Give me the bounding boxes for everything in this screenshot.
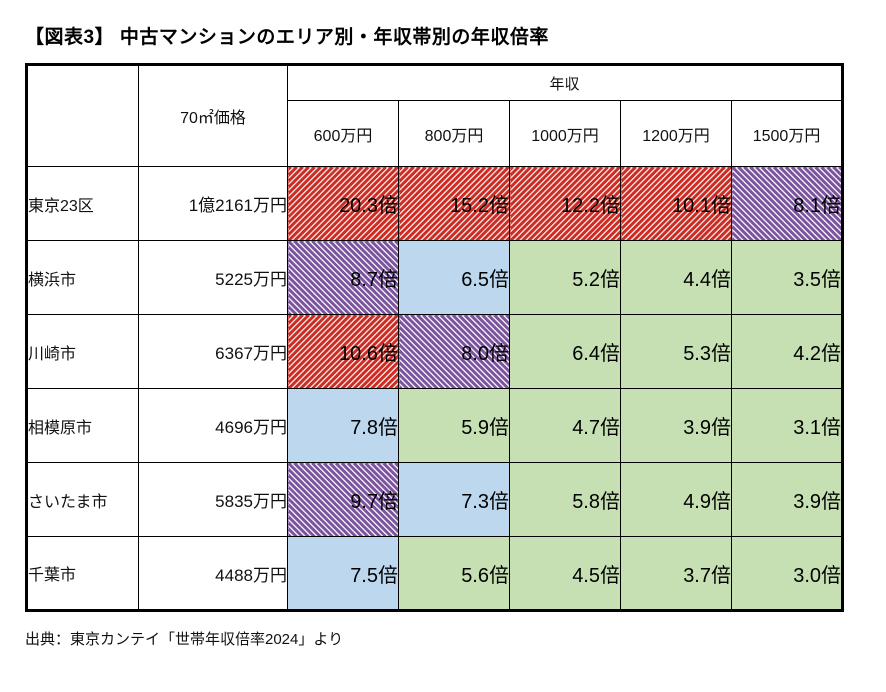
area-label: 東京23区	[26, 166, 139, 241]
ratio-cell: 8.1倍	[730, 166, 844, 241]
income-column-header: 600万円	[287, 100, 399, 167]
ratio-cell: 20.3倍	[287, 166, 399, 241]
ratio-cell: 12.2倍	[509, 166, 621, 241]
ratio-cell: 8.0倍	[398, 314, 510, 389]
ratio-cell: 5.2倍	[509, 240, 621, 315]
ratio-cell: 6.5倍	[398, 240, 510, 315]
income-multiple-table: 70㎡価格 年収 600万円 800万円 1000万円 1200万円 1500万…	[25, 63, 845, 612]
area-label: さいたま市	[26, 462, 139, 537]
table-row: 千葉市 4488万円 7.5倍 5.6倍 4.5倍 3.7倍 3.0倍	[26, 536, 844, 611]
ratio-cell: 8.7倍	[287, 240, 399, 315]
header-row-incomes: 600万円 800万円 1000万円 1200万円 1500万円	[27, 100, 844, 167]
ratio-cell: 7.8倍	[287, 388, 399, 463]
ratio-cell: 10.1倍	[620, 166, 732, 241]
ratio-cell: 6.4倍	[509, 314, 621, 389]
ratio-cell: 7.5倍	[287, 536, 399, 611]
ratio-cell: 15.2倍	[398, 166, 510, 241]
ratio-cell: 3.0倍	[730, 536, 844, 611]
ratio-cell: 5.3倍	[620, 314, 732, 389]
source-citation: 出典：東京カンテイ「世帯年収倍率2024」より	[25, 631, 344, 648]
price-column-header: 70㎡価格	[138, 64, 288, 167]
table-row: 相模原市 4696万円 7.8倍 5.9倍 4.7倍 3.9倍 3.1倍	[26, 388, 844, 463]
table-row: 川崎市 6367万円 10.6倍 8.0倍 6.4倍 5.3倍 4.2倍	[26, 314, 844, 389]
ratio-cell: 4.5倍	[509, 536, 621, 611]
income-column-header: 1000万円	[509, 100, 621, 167]
income-group-header: 年収	[286, 64, 844, 101]
ratio-cell: 5.9倍	[398, 388, 510, 463]
figure-title: 【図表3】 中古マンションのエリア別・年収帯別の年収倍率	[25, 27, 549, 48]
ratio-cell: 4.9倍	[620, 462, 732, 537]
price-value: 4696万円	[138, 388, 288, 463]
price-value: 6367万円	[138, 314, 288, 389]
ratio-cell: 3.9倍	[620, 388, 732, 463]
ratio-cell: 7.3倍	[398, 462, 510, 537]
area-label: 横浜市	[26, 240, 139, 315]
ratio-cell: 5.8倍	[509, 462, 621, 537]
ratio-cell: 3.9倍	[730, 462, 844, 537]
header-row-group: 70㎡価格 年収	[26, 64, 844, 167]
ratio-cell: 9.7倍	[287, 462, 399, 537]
ratio-cell: 4.4倍	[620, 240, 732, 315]
price-value: 5835万円	[138, 462, 288, 537]
table-row: 東京23区 1億2161万円 20.3倍 15.2倍 12.2倍 10.1倍 8…	[26, 166, 844, 241]
ratio-cell: 4.7倍	[509, 388, 621, 463]
corner-cell	[26, 64, 139, 167]
ratio-cell: 4.2倍	[730, 314, 844, 389]
price-value: 5225万円	[138, 240, 288, 315]
ratio-cell: 3.1倍	[730, 388, 844, 463]
price-value: 1億2161万円	[138, 166, 288, 241]
area-label: 相模原市	[26, 388, 139, 463]
ratio-cell: 3.5倍	[730, 240, 844, 315]
table-row: さいたま市 5835万円 9.7倍 7.3倍 5.8倍 4.9倍 3.9倍	[26, 462, 844, 537]
ratio-cell: 10.6倍	[287, 314, 399, 389]
income-column-header: 1500万円	[730, 100, 844, 167]
ratio-cell: 3.7倍	[620, 536, 732, 611]
income-column-header: 1200万円	[620, 100, 732, 167]
area-label: 千葉市	[26, 536, 139, 611]
price-value: 4488万円	[138, 536, 288, 611]
ratio-cell: 5.6倍	[398, 536, 510, 611]
table-row: 横浜市 5225万円 8.7倍 6.5倍 5.2倍 4.4倍 3.5倍	[26, 240, 844, 315]
area-label: 川崎市	[26, 314, 139, 389]
income-column-header: 800万円	[398, 100, 510, 167]
